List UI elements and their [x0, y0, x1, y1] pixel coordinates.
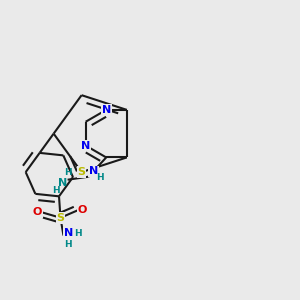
Text: S: S: [78, 167, 86, 177]
Text: H: H: [52, 186, 59, 195]
Text: N: N: [89, 167, 98, 176]
Text: H: H: [64, 168, 72, 177]
Text: H: H: [74, 229, 82, 238]
Text: H: H: [64, 240, 72, 249]
Text: N: N: [102, 105, 111, 115]
Text: O: O: [77, 205, 87, 215]
Text: S: S: [56, 213, 64, 223]
Text: O: O: [33, 207, 42, 217]
Text: N: N: [64, 228, 74, 238]
Text: H: H: [97, 173, 104, 182]
Text: N: N: [81, 140, 90, 151]
Text: N: N: [58, 178, 67, 188]
